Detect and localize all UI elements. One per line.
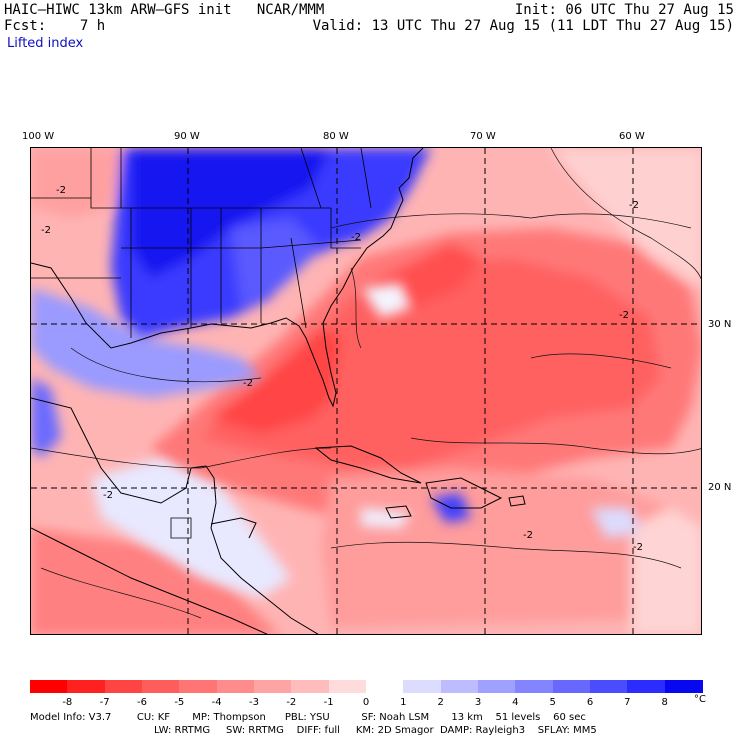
forecast-hour: Fcst: 7 h	[4, 18, 106, 34]
contour-label: -2	[523, 530, 533, 541]
legend-tick-label: 1	[400, 697, 407, 708]
legend-swatch	[552, 680, 591, 693]
legend-tick-label: 6	[586, 697, 594, 708]
hispaniola	[425, 477, 503, 509]
legend-swatch	[179, 680, 218, 693]
legend-unit: °C	[694, 694, 706, 705]
graticule	[31, 148, 701, 634]
legend-swatch	[440, 680, 479, 693]
legend-swatch	[664, 680, 703, 693]
legend-tick-label: -2	[286, 697, 297, 708]
legend-swatch	[366, 680, 404, 693]
contour-label: -2	[41, 225, 51, 236]
lon-label-100w: 100 W	[22, 131, 55, 142]
contour-label: -2	[103, 490, 113, 501]
contour-label: -2	[619, 310, 629, 321]
legend-tick-label: -1	[323, 697, 334, 708]
legend-swatch	[403, 680, 442, 693]
valid-time: Valid: 13 UTC Thu 27 Aug 15 (11 LDT Thu …	[312, 18, 734, 34]
contour-label: -2	[629, 200, 639, 211]
legend-swatch	[30, 680, 68, 693]
legend-swatch	[590, 680, 628, 693]
model-title: HAIC—HIWC 13km ARW—GFS init NCAR/MMM	[4, 2, 325, 18]
model-info-line1: Model Info: V3.7 CU: KF MP: Thompson PBL…	[30, 712, 586, 723]
legend-swatch	[478, 680, 516, 693]
lon-label-70w: 70 W	[470, 131, 496, 142]
legend-tick-label: 7	[624, 697, 631, 708]
lifted-index-field: -2 -2 -2 -2 -2 -2 -2 -2 -2 -2	[31, 148, 701, 634]
puerto-rico	[508, 495, 526, 507]
lat-label-20n: 20 N	[708, 482, 732, 493]
contour-label: -2	[351, 232, 361, 243]
legend-tick-label: -4	[211, 697, 222, 708]
legend-tick-label: 5	[549, 697, 556, 708]
contour-label: -2	[56, 185, 66, 196]
field-name: Lifted index	[7, 36, 84, 51]
contour-label: -2	[243, 378, 253, 389]
legend-swatch	[254, 680, 292, 693]
legend-tick-label: -5	[174, 697, 185, 708]
legend-tick-label: 3	[474, 697, 482, 708]
contours	[31, 148, 701, 619]
state-borders	[31, 148, 372, 539]
us-coastline	[31, 148, 424, 408]
cuba	[314, 445, 422, 484]
legend-tick-label: -8	[62, 697, 73, 708]
legend-swatch	[627, 680, 666, 693]
honduras-coast	[210, 517, 257, 539]
legend-tick-label: 4	[512, 697, 519, 708]
legend-swatch	[515, 680, 554, 693]
legend-tick-label: -6	[137, 697, 147, 708]
legend-tick-label: -7	[99, 697, 110, 708]
legend-swatch	[67, 680, 106, 693]
legend-tick-label: 2	[437, 697, 444, 708]
color-fill-regions	[31, 148, 701, 634]
legend-swatch	[142, 680, 180, 693]
contour-labels: -2 -2 -2 -2 -2 -2 -2 -2 -2 -2	[41, 185, 643, 553]
lon-label-60w: 60 W	[619, 131, 645, 142]
legend-tick-label: 0	[362, 697, 370, 708]
lon-label-80w: 80 W	[323, 131, 349, 142]
init-time: Init: 06 UTC Thu 27 Aug 15	[514, 2, 734, 18]
mexico-central-america-coast	[31, 397, 319, 634]
pacific-coast	[31, 527, 268, 634]
model-info-line2: LW: RRTMG SW: RRTMG DIFF: full KM: 2D Sm…	[154, 725, 597, 736]
legend-tick-label: -3	[249, 697, 259, 708]
lon-label-90w: 90 W	[174, 131, 200, 142]
legend-swatch	[216, 680, 255, 693]
legend-tick-label: 8	[661, 697, 668, 708]
jamaica	[385, 505, 412, 519]
legend-swatch	[328, 680, 367, 693]
legend-swatch	[104, 680, 143, 693]
lat-label-30n: 30 N	[708, 319, 732, 330]
coastlines	[31, 148, 526, 634]
legend-swatch	[291, 680, 330, 693]
weather-map: -2 -2 -2 -2 -2 -2 -2 -2 -2 -2	[30, 147, 702, 635]
contour-label: -2	[633, 542, 643, 553]
